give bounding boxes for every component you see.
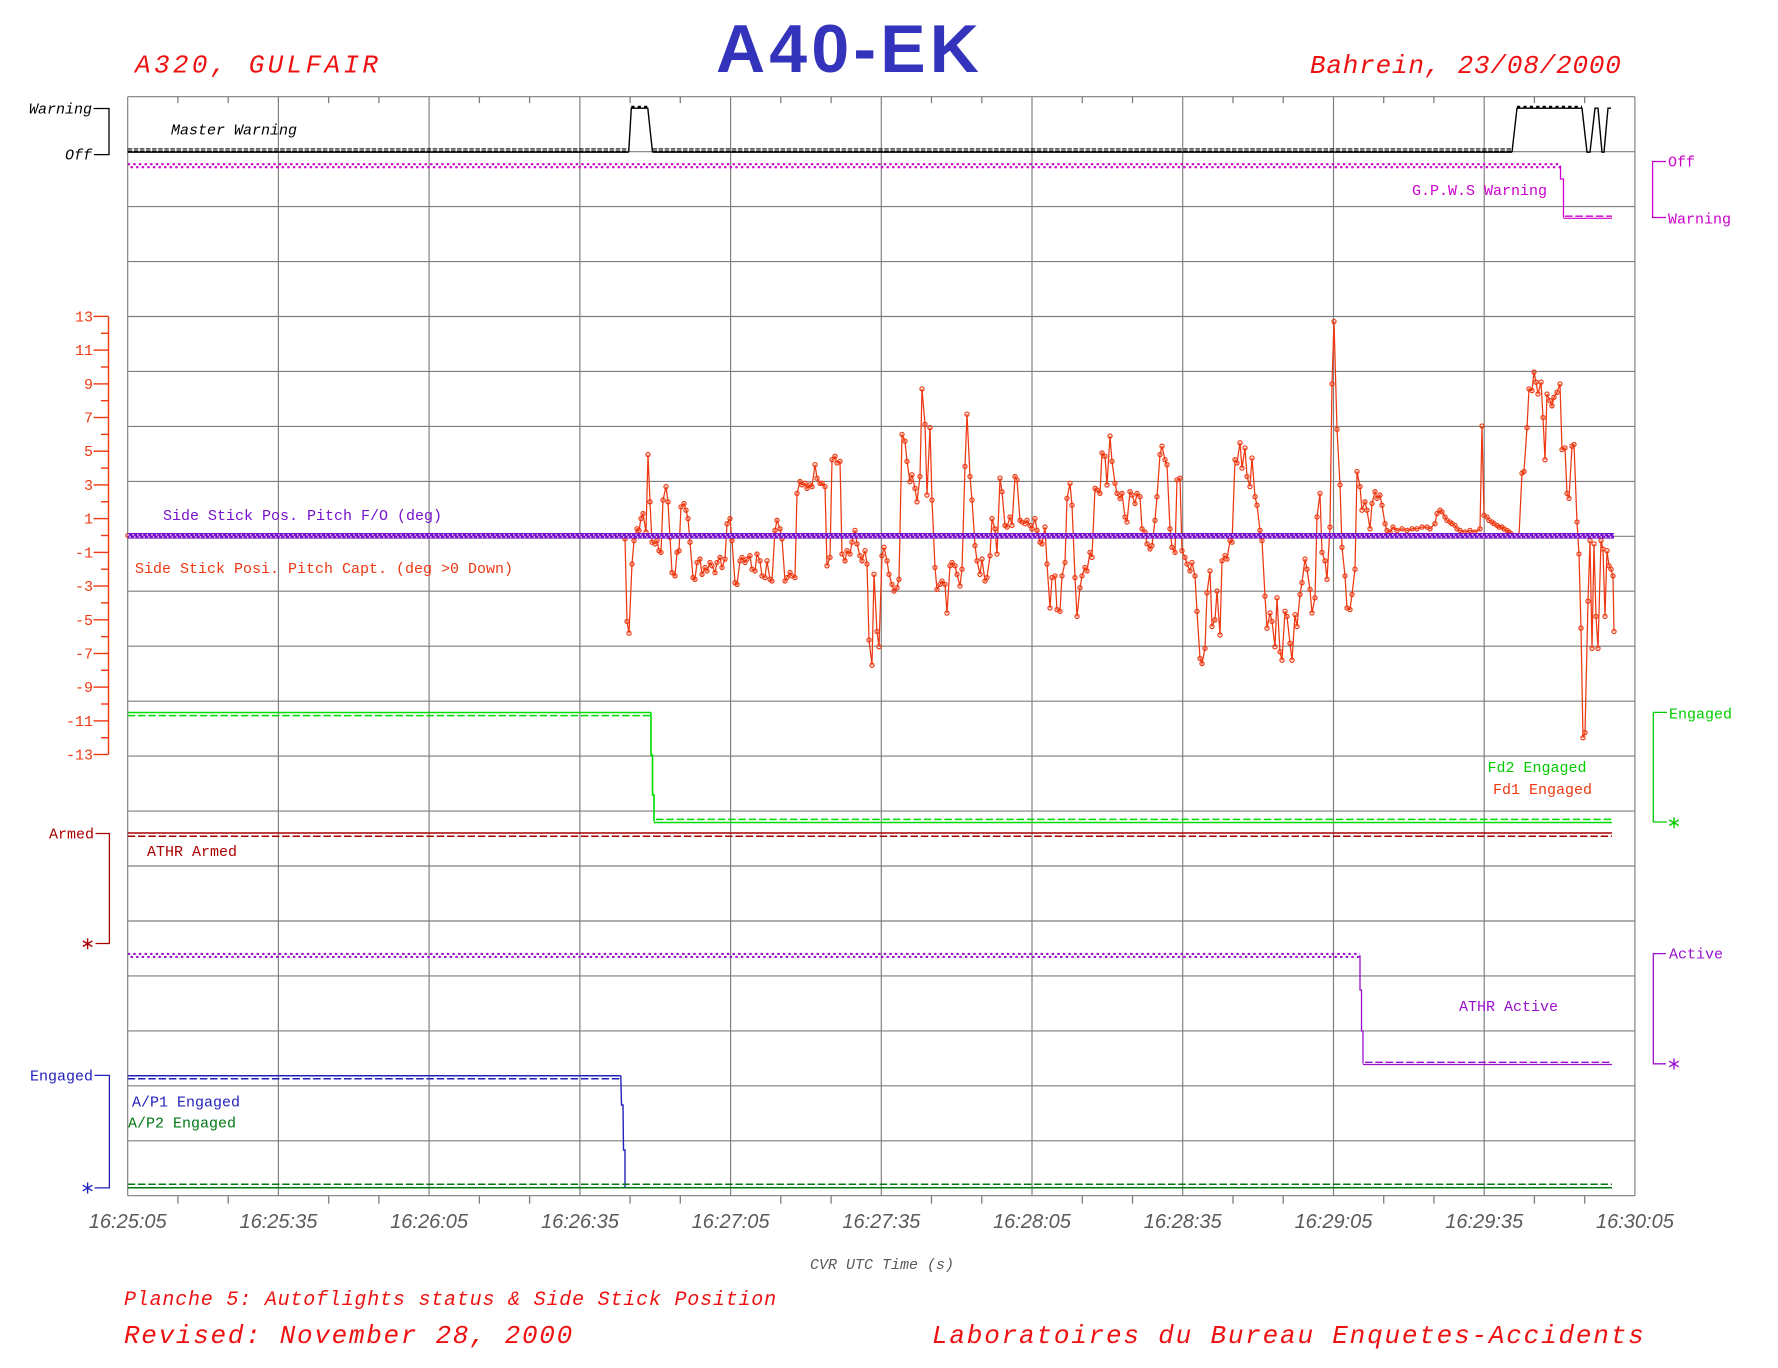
svg-text:Engaged: Engaged (30, 1068, 93, 1085)
svg-text:Warning: Warning (1668, 212, 1731, 229)
svg-text:-11: -11 (66, 714, 93, 731)
svg-text:Fd2 Engaged: Fd2 Engaged (1488, 760, 1587, 777)
svg-text:A40-EK: A40-EK (716, 11, 983, 87)
svg-text:Planche 5: Autoflights status: Planche 5: Autoflights status & Side Sti… (124, 1289, 777, 1312)
svg-text:16:29:35: 16:29:35 (1445, 1211, 1524, 1233)
svg-text:Active: Active (1669, 947, 1723, 964)
svg-text:Laboratoires du Bureau Enquete: Laboratoires du Bureau Enquetes-Accident… (932, 1321, 1646, 1351)
svg-text:16:30:05: 16:30:05 (1596, 1211, 1675, 1233)
svg-text:-5: -5 (75, 613, 93, 630)
svg-text:7: 7 (84, 411, 93, 428)
svg-text:16:28:35: 16:28:35 (1144, 1211, 1223, 1233)
svg-text:9: 9 (84, 377, 93, 394)
svg-text:16:28:05: 16:28:05 (993, 1211, 1072, 1233)
svg-text:1: 1 (84, 512, 93, 529)
svg-text:G.P.W.S Warning: G.P.W.S Warning (1412, 183, 1547, 200)
svg-text:5: 5 (84, 444, 93, 461)
svg-text:Revised: November 28, 2000: Revised: November 28, 2000 (124, 1321, 574, 1351)
svg-text:-7: -7 (75, 647, 93, 664)
svg-text:ATHR Active: ATHR Active (1459, 999, 1558, 1016)
svg-text:16:27:05: 16:27:05 (692, 1211, 771, 1233)
svg-text:Off: Off (65, 147, 93, 164)
svg-text:Off: Off (1668, 155, 1695, 172)
svg-text:A320, GULFAIR: A320, GULFAIR (133, 51, 381, 81)
svg-text:3: 3 (84, 478, 93, 495)
svg-text:13: 13 (75, 309, 93, 326)
svg-text:ATHR Armed: ATHR Armed (147, 844, 237, 861)
svg-text:-3: -3 (75, 579, 93, 596)
svg-text:Bahrein, 23/08/2000: Bahrein, 23/08/2000 (1310, 51, 1622, 81)
svg-text:Warning: Warning (29, 102, 92, 119)
svg-text:A/P2 Engaged: A/P2 Engaged (128, 1116, 236, 1133)
svg-text:11: 11 (75, 343, 93, 360)
svg-text:16:29:05: 16:29:05 (1295, 1211, 1374, 1233)
svg-text:-13: -13 (66, 748, 93, 765)
svg-text:CVR UTC Time (s): CVR UTC Time (s) (810, 1257, 954, 1274)
svg-text:16:26:35: 16:26:35 (541, 1211, 620, 1233)
svg-text:-1: -1 (75, 545, 93, 562)
svg-text:Engaged: Engaged (1669, 706, 1732, 723)
svg-text:16:25:35: 16:25:35 (239, 1211, 318, 1233)
svg-text:Fd1 Engaged: Fd1 Engaged (1493, 782, 1592, 799)
svg-text:A/P1 Engaged: A/P1 Engaged (132, 1095, 240, 1112)
svg-text:Side Stick Posi. Pitch Capt. (: Side Stick Posi. Pitch Capt. (deg >0 Dow… (135, 561, 513, 578)
svg-text:16:27:35: 16:27:35 (842, 1211, 921, 1233)
svg-text:Armed: Armed (49, 827, 94, 844)
svg-text:16:25:05: 16:25:05 (89, 1211, 168, 1233)
svg-text:16:26:05: 16:26:05 (390, 1211, 469, 1233)
svg-text:Side Stick Pos. Pitch F/O (deg: Side Stick Pos. Pitch F/O (deg) (163, 508, 442, 525)
svg-text:-9: -9 (75, 680, 93, 697)
svg-text:Master Warning: Master Warning (171, 123, 297, 140)
